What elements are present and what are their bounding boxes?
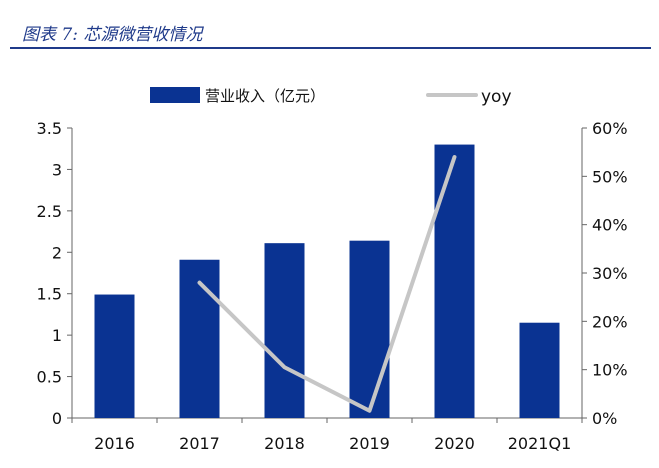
line-series xyxy=(197,155,457,413)
legend-swatch-revenue xyxy=(150,87,200,103)
x-tick-label: 2019 xyxy=(349,434,390,453)
y-right-tick-label: 30% xyxy=(592,264,628,283)
y-left-tick-label: 2.5 xyxy=(37,202,62,221)
y-right-tick-label: 0% xyxy=(592,409,617,428)
yoy-line xyxy=(197,155,457,413)
y-right-tick-label: 10% xyxy=(592,361,628,380)
x-tick-label: 2021Q1 xyxy=(508,434,572,453)
y-left-tick-label: 0 xyxy=(52,409,62,428)
y-left-tick-label: 0.5 xyxy=(37,368,62,387)
caption-divider xyxy=(10,47,651,49)
x-tick-label: 2016 xyxy=(94,434,135,453)
revenue-bar xyxy=(434,144,475,419)
legend-label-revenue: 营业收入（亿元） xyxy=(205,87,325,105)
figure-caption: 图表 7: 芯源微营收情况 xyxy=(22,25,203,45)
y-right-tick-label: 50% xyxy=(592,167,628,186)
chart-legend: 营业收入（亿元） yoy xyxy=(150,87,512,107)
chart-axes xyxy=(67,127,587,423)
y-right-tick-label: 60% xyxy=(592,119,628,138)
revenue-bar xyxy=(264,243,305,418)
y-left-tick-label: 3 xyxy=(52,160,62,179)
legend-label-yoy: yoy xyxy=(481,87,512,107)
x-tick-label: 2018 xyxy=(264,434,305,453)
revenue-bar xyxy=(94,294,135,418)
tick-labels: 0 0.5 1 1.5 2 2.5 3 3.5 0% 10% 20% 30% 40% 50% 60% 2016… xyxy=(37,119,628,453)
revenue-bar xyxy=(519,322,560,418)
revenue-bar xyxy=(179,259,220,418)
y-left-tick-label: 1 xyxy=(52,326,62,345)
y-left-tick-label: 3.5 xyxy=(37,119,62,138)
y-right-tick-label: 20% xyxy=(592,312,628,331)
x-tick-label: 2017 xyxy=(179,434,220,453)
y-left-tick-label: 1.5 xyxy=(37,285,62,304)
bar-series xyxy=(94,144,560,419)
y-right-tick-label: 40% xyxy=(592,216,628,235)
revenue-bar xyxy=(349,240,390,418)
y-left-tick-label: 2 xyxy=(52,243,62,262)
x-tick-label: 2020 xyxy=(434,434,475,453)
